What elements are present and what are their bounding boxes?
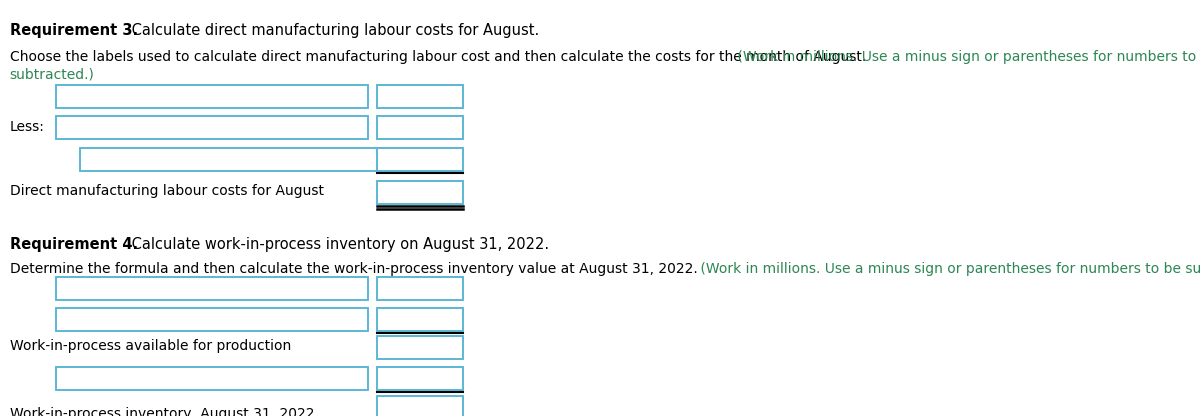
Bar	[377, 308, 463, 331]
Text: subtracted.): subtracted.)	[10, 67, 95, 82]
Text: Requirement 3.: Requirement 3.	[10, 23, 138, 38]
Text: (Work in millions. Use a minus sign or parentheses for numbers to be subtracted.: (Work in millions. Use a minus sign or p…	[696, 262, 1200, 276]
Text: (Work in millions. Use a minus sign or parentheses for numbers to be: (Work in millions. Use a minus sign or p…	[733, 50, 1200, 64]
Bar	[56, 367, 368, 390]
Text: Choose the labels used to calculate direct manufacturing labour cost and then ca: Choose the labels used to calculate dire…	[10, 50, 866, 64]
Bar	[377, 116, 463, 139]
Bar	[377, 336, 463, 359]
Bar	[56, 277, 368, 300]
Text: Work-in-process inventory, August 31, 2022: Work-in-process inventory, August 31, 20…	[10, 407, 314, 416]
Text: Calculate work-in-process inventory on August 31, 2022.: Calculate work-in-process inventory on A…	[127, 237, 550, 252]
Text: Requirement 4.: Requirement 4.	[10, 237, 138, 252]
Text: Direct manufacturing labour costs for August: Direct manufacturing labour costs for Au…	[10, 184, 324, 198]
Text: Determine the formula and then calculate the work-in-process inventory value at : Determine the formula and then calculate…	[10, 262, 697, 276]
Text: Work-in-process available for production: Work-in-process available for production	[10, 339, 290, 353]
Bar	[377, 367, 463, 390]
Bar	[56, 116, 368, 139]
Bar	[377, 85, 463, 108]
Bar	[377, 277, 463, 300]
Bar	[56, 85, 368, 108]
Bar	[377, 396, 463, 416]
Text: Less:: Less:	[10, 120, 44, 134]
Text: Calculate direct manufacturing labour costs for August.: Calculate direct manufacturing labour co…	[127, 23, 540, 38]
Bar	[377, 148, 463, 171]
Bar	[56, 308, 368, 331]
Bar	[80, 148, 392, 171]
Bar	[377, 181, 463, 204]
